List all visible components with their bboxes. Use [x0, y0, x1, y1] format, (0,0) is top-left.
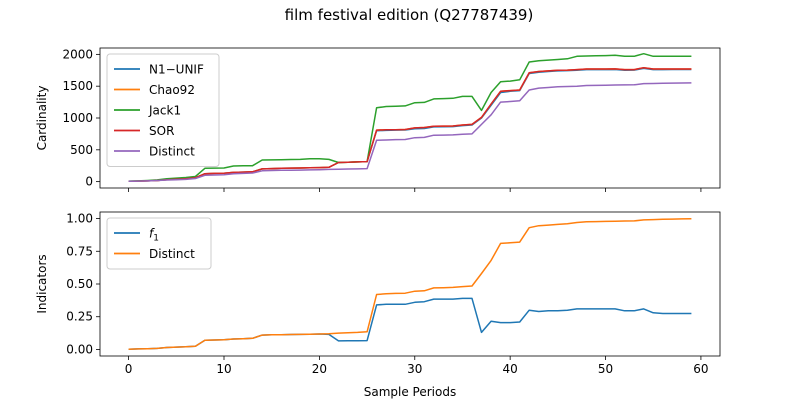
y-tick-label: 0.00 [66, 342, 93, 356]
legend-label-1: f1 [149, 227, 159, 244]
legend: f1 Distinct [106, 217, 212, 270]
series-line-5 [128, 82, 692, 183]
y-tick-label: 0 [85, 175, 93, 189]
x-tick-label: 60 [693, 362, 708, 376]
legend-label-2: Distinct [149, 247, 195, 261]
y-tick-label: 0.25 [66, 310, 93, 324]
series-line-3 [128, 52, 692, 182]
y-tick-label: 1000 [62, 111, 93, 125]
x-tick-label: 30 [407, 362, 422, 376]
legend-box [106, 53, 220, 167]
legend-label-2: Chao92 [149, 83, 195, 97]
series-line-1 [128, 297, 692, 350]
x-axis-label: Sample Periods [364, 385, 456, 399]
x-tick-label: 10 [216, 362, 231, 376]
y-axis-label: Indicators [35, 254, 49, 313]
plot-1: 0 500 1000 1500 2000 Cardinality N1−UNIF Chao92… [35, 47, 721, 192]
legend-label-4: SOR [149, 124, 174, 138]
y-axis-label: Cardinality [35, 86, 49, 151]
legend-box [106, 217, 212, 270]
x-tick-label: 0 [125, 362, 133, 376]
legend: N1−UNIF Chao92 Jack1 SOR Distinct [106, 53, 220, 167]
series-line-4 [128, 66, 692, 183]
y-tick-label: 500 [70, 143, 93, 157]
y-tick-label: 0.50 [66, 277, 93, 291]
y-tick-label: 1500 [62, 79, 93, 93]
series-line-2 [128, 218, 692, 350]
y-tick-label: 2000 [62, 47, 93, 61]
y-tick-label: 1.00 [66, 212, 93, 226]
y-tick-label: 0.75 [66, 244, 93, 258]
legend-label-1: N1−UNIF [149, 63, 204, 77]
plot-2: 0 10 20 30 40 50 60 0.00 0.25 0.50 0.75 1.00 Indicat… [35, 212, 721, 399]
x-tick-label: 40 [503, 362, 518, 376]
legend-label-5: Distinct [149, 145, 195, 159]
chart-title: film festival edition (Q27787439) [285, 6, 534, 24]
x-tick-label: 50 [598, 362, 613, 376]
legend-label-3: Jack1 [148, 104, 181, 118]
x-tick-label: 20 [312, 362, 327, 376]
